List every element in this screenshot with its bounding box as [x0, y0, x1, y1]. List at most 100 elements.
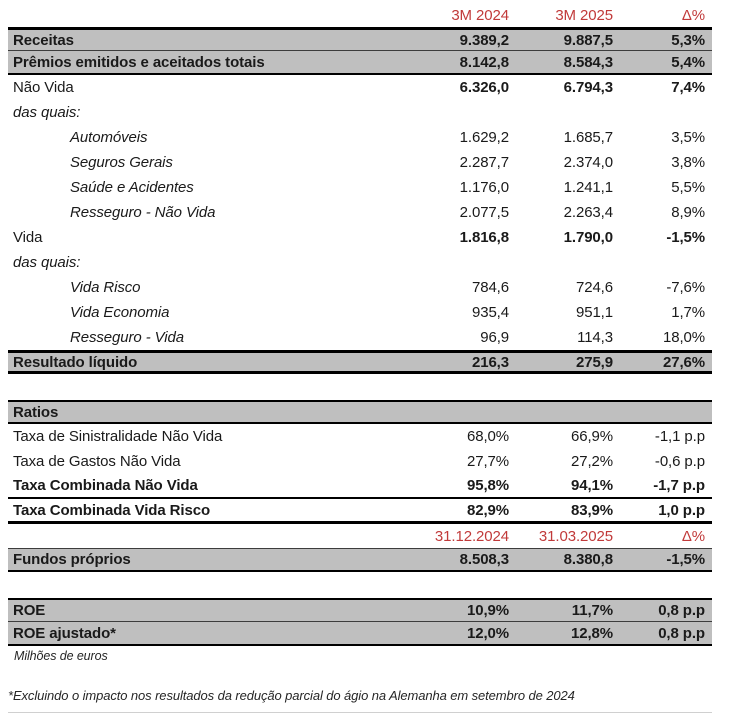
row-label: Fundos próprios	[13, 551, 131, 568]
column-header-period2: 31.03.2025	[538, 527, 613, 545]
row-label: Resultado líquido	[13, 353, 138, 371]
value-period1: 935,4	[471, 304, 509, 321]
value-period1: 1.816,8	[459, 229, 509, 246]
row-label: Taxa Combinada Vida Risco	[13, 501, 211, 519]
row-label: Prêmios emitidos e aceitados totais	[13, 53, 265, 71]
value-delta: 18,0%	[662, 329, 705, 346]
row-label: Vida Economia	[70, 304, 170, 321]
column-header-period2: 3M 2025	[555, 6, 613, 24]
value-period1: 784,6	[471, 279, 509, 296]
value-period1: 10,9%	[466, 602, 509, 619]
row-spacer	[0, 374, 731, 400]
value-delta: 1,7%	[671, 304, 705, 321]
value-period1: 9.389,2	[459, 31, 509, 49]
value-period2: 8.584,3	[563, 53, 613, 71]
table-row: Seguros Gerais 2.287,7 2.374,0 3,8%	[8, 150, 712, 175]
table-row: Resultado líquido 216,3 275,9 27,6%	[8, 350, 712, 374]
value-period1: 12,0%	[466, 624, 509, 642]
units-note: Milhões de euros	[14, 649, 108, 663]
table-row: Prêmios emitidos e aceitados totais 8.142…	[8, 51, 712, 75]
row-label: ROE	[13, 602, 46, 619]
column-header-row: 3M 2024 3M 2025 Δ%	[8, 3, 712, 27]
value-period1: 1.176,0	[459, 179, 509, 196]
value-delta: 1,0 p.p	[658, 501, 705, 519]
table-row: das quais:	[8, 250, 712, 275]
row-label: Ratios	[13, 403, 59, 421]
value-delta: -0,6 p.p	[654, 453, 705, 470]
column-header-delta: Δ%	[681, 6, 705, 24]
row-label: Seguros Gerais	[70, 154, 173, 171]
table-row: Taxa de Gastos Não Vida 27,7% 27,2% -0,6 p.…	[8, 449, 712, 474]
table-row: Saúde e Acidentes 1.176,0 1.241,1 5,5%	[8, 175, 712, 200]
bottom-divider	[8, 712, 712, 713]
row-label: Receitas	[13, 31, 74, 49]
column-header-period1: 3M 2024	[451, 6, 509, 24]
value-period2: 724,6	[575, 279, 613, 296]
table-row: das quais:	[8, 100, 712, 125]
row-label: ROE ajustado*	[13, 624, 116, 642]
value-period2: 94,1%	[570, 477, 613, 494]
value-delta: -1,1 p.p	[654, 428, 705, 445]
table-row: Ratios	[8, 400, 712, 424]
value-delta: -7,6%	[666, 279, 705, 296]
value-period2: 2.263,4	[563, 204, 613, 221]
row-label: Resseguro - Não Vida	[70, 204, 216, 221]
table-row: Resseguro - Não Vida 2.077,5 2.263,4 8,9%	[8, 200, 712, 225]
value-delta: 8,9%	[671, 204, 705, 221]
table-row: Receitas 9.389,2 9.887,5 5,3%	[8, 27, 712, 51]
column-header-row: 31.12.2024 31.03.2025 Δ%	[8, 524, 712, 548]
value-period1: 1.629,2	[459, 129, 509, 146]
value-period1: 82,9%	[466, 501, 509, 519]
value-period2: 83,9%	[570, 501, 613, 519]
table-row: Vida Economia 935,4 951,1 1,7%	[8, 300, 712, 325]
table-row: ROE ajustado* 12,0% 12,8% 0,8 p.p	[8, 622, 712, 646]
value-delta: 7,4%	[671, 79, 705, 96]
table-row: Não Vida 6.326,0 6.794,3 7,4%	[8, 75, 712, 100]
table-row: Fundos próprios 8.508,3 8.380,8 -1,5%	[8, 548, 712, 572]
row-label: Não Vida	[13, 79, 74, 96]
value-delta: -1,5%	[666, 551, 705, 568]
row-label: Resseguro - Vida	[70, 329, 185, 346]
table-row: Vida Risco 784,6 724,6 -7,6%	[8, 275, 712, 300]
value-period2: 27,2%	[570, 453, 613, 470]
value-delta: -1,5%	[666, 229, 705, 246]
table-row: Automóveis 1.629,2 1.685,7 3,5%	[8, 125, 712, 150]
value-delta: 5,4%	[671, 53, 705, 71]
value-period2: 114,3	[577, 329, 613, 346]
value-period1: 8.508,3	[459, 551, 509, 568]
value-delta: 27,6%	[662, 353, 705, 371]
table-row: Taxa Combinada Não Vida 95,8% 94,1% -1,7 p.…	[8, 474, 712, 499]
financial-table: 3M 2024 3M 2025 Δ% Receitas 9.389,2 9.887,5 5,…	[0, 3, 731, 646]
table-row: Vida 1.816,8 1.790,0 -1,5%	[8, 225, 712, 250]
value-period1: 2.287,7	[459, 154, 509, 171]
value-delta: 5,3%	[671, 31, 705, 49]
value-period2: 951,1	[575, 304, 613, 321]
row-label: Vida	[13, 229, 43, 246]
value-period2: 1.790,0	[563, 229, 613, 246]
value-delta: 3,8%	[671, 154, 705, 171]
table-row: Taxa de Sinistralidade Não Vida 68,0% 66,9…	[8, 424, 712, 449]
column-header-delta: Δ%	[681, 527, 705, 545]
value-period2: 1.685,7	[563, 129, 613, 146]
value-delta: 0,8 p.p	[658, 602, 705, 619]
row-label: Saúde e Acidentes	[70, 179, 194, 196]
value-period1: 8.142,8	[459, 53, 509, 71]
row-label: Taxa Combinada Não Vida	[13, 477, 198, 494]
value-period2: 9.887,5	[563, 31, 613, 49]
value-period1: 6.326,0	[459, 79, 509, 96]
row-label: das quais:	[13, 254, 81, 271]
value-delta: 0,8 p.p	[658, 624, 705, 642]
row-label: Taxa de Sinistralidade Não Vida	[13, 428, 223, 445]
row-label: das quais:	[13, 104, 81, 121]
value-period1: 68,0%	[466, 428, 509, 445]
table-row: Resseguro - Vida 96,9 114,3 18,0%	[8, 325, 712, 350]
value-period2: 2.374,0	[563, 154, 613, 171]
row-label: Taxa de Gastos Não Vida	[13, 453, 181, 470]
value-period1: 95,8%	[466, 477, 509, 494]
value-period2: 6.794,3	[563, 79, 613, 96]
footnote: *Excluindo o impacto nos resultados da r…	[8, 688, 575, 703]
value-period2: 12,8%	[570, 624, 613, 642]
row-spacer	[0, 572, 731, 598]
value-period1: 2.077,5	[459, 204, 509, 221]
value-period1: 96,9	[480, 329, 509, 346]
